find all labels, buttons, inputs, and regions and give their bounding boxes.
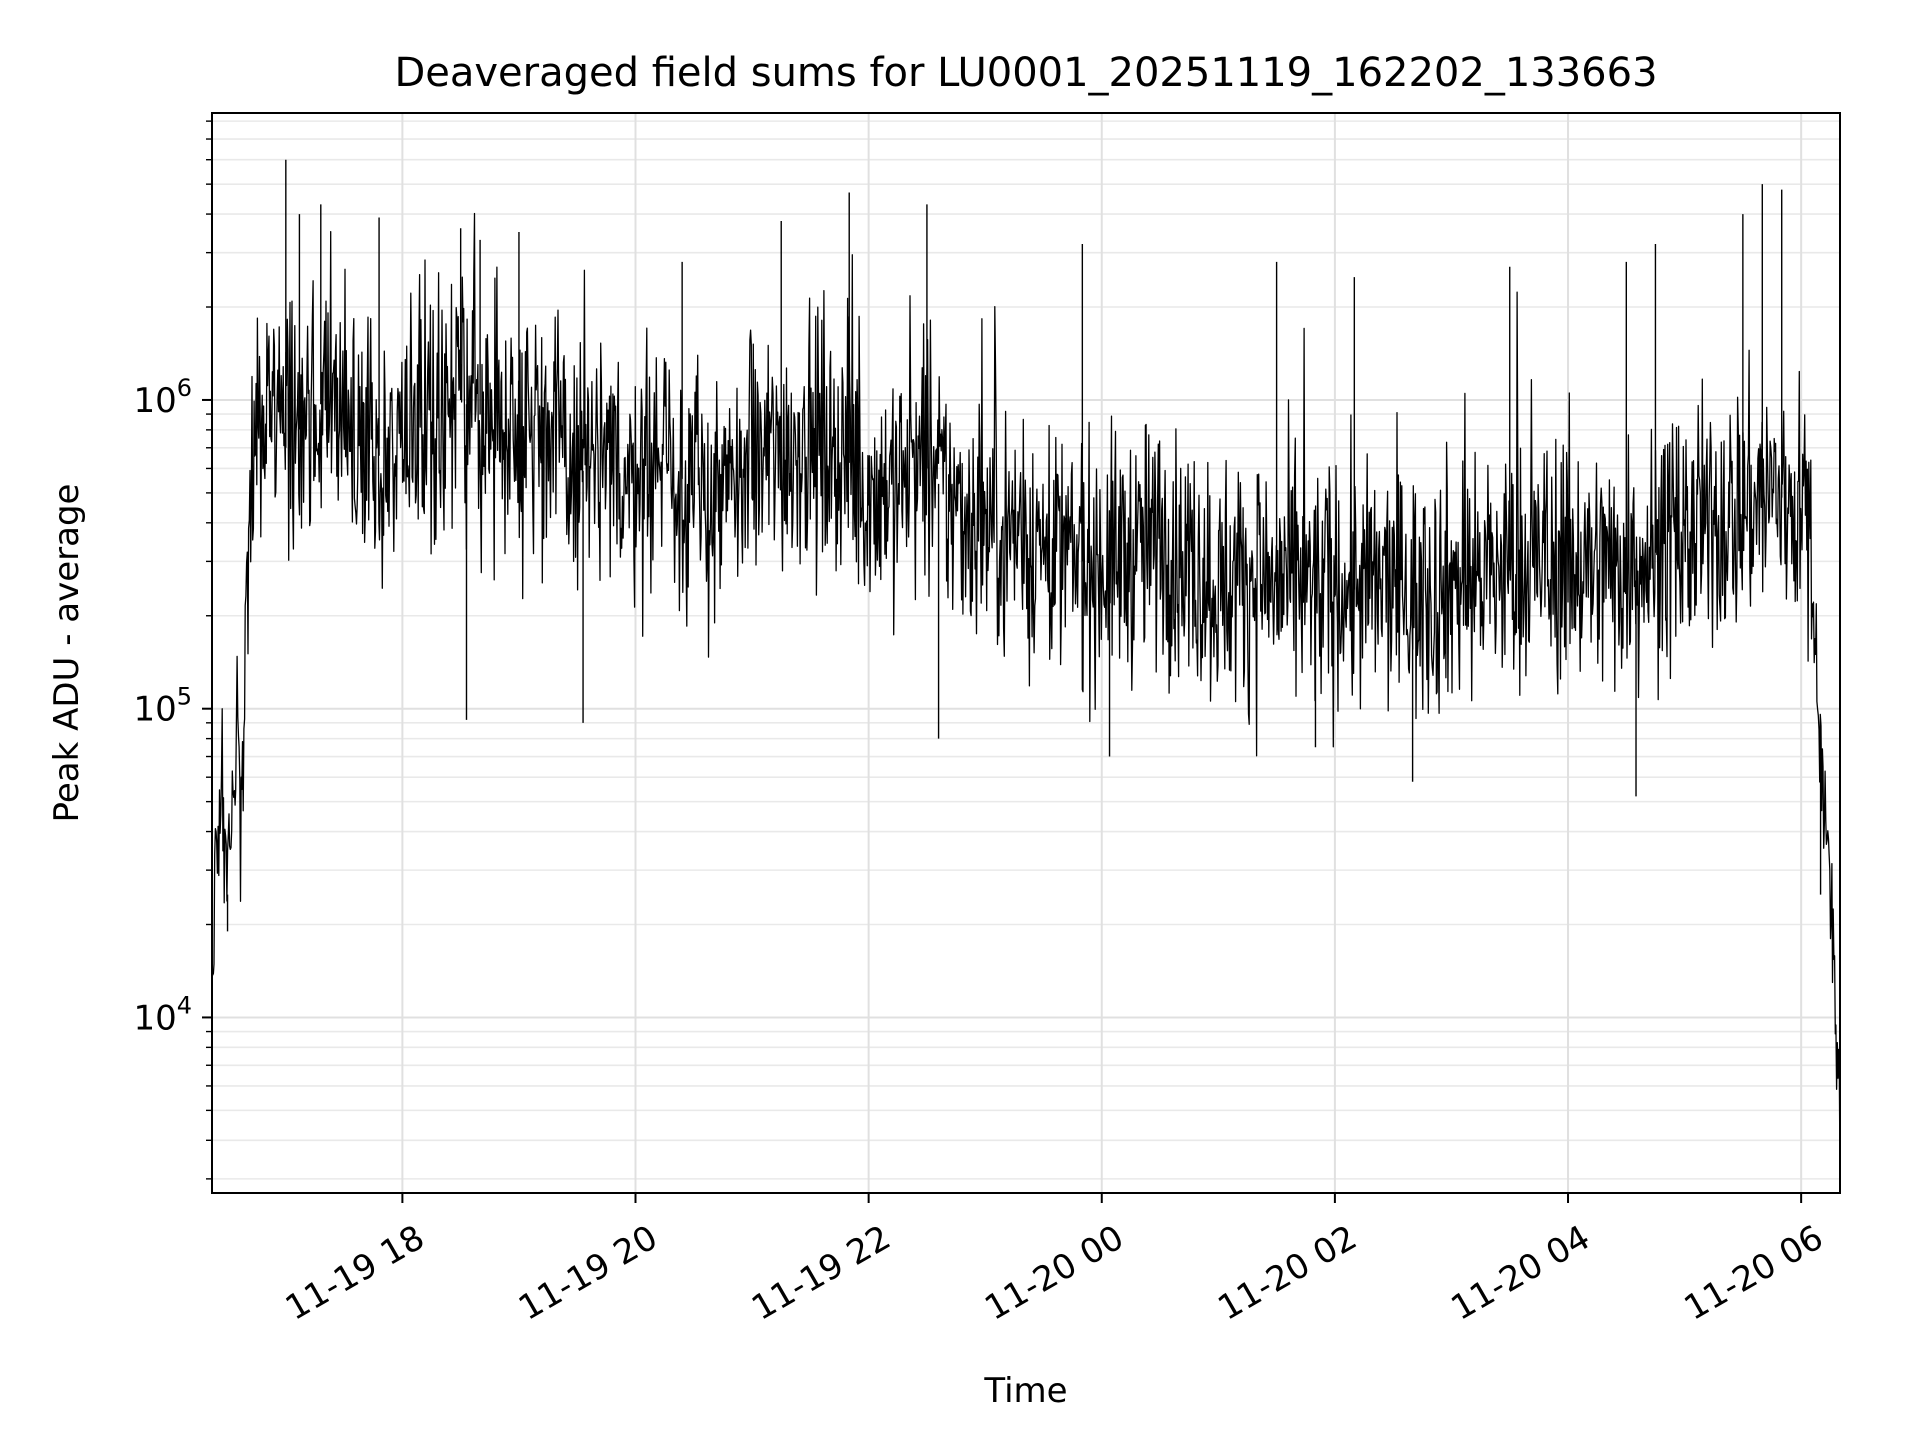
- plot-frame: [211, 112, 1841, 1194]
- y-axis-label: Peak ADU - average: [47, 484, 87, 823]
- y-tick-label: 105: [133, 683, 192, 730]
- series-layer: [211, 159, 1841, 1177]
- series-line: [211, 212, 1841, 1177]
- y-tick-label: 106: [133, 374, 192, 421]
- y-tick-label: 104: [133, 991, 192, 1038]
- x-axis-label: Time: [983, 1371, 1067, 1411]
- chart-title: Deaveraged field sums for LU0001_2025111…: [394, 50, 1657, 96]
